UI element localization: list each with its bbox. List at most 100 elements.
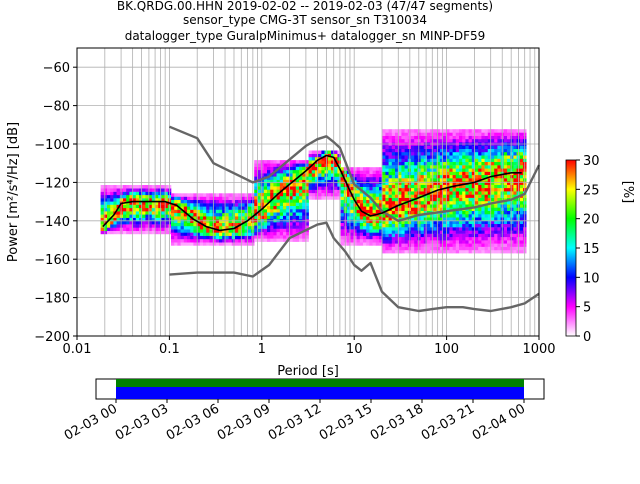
density-cell xyxy=(164,230,169,235)
density-cell xyxy=(110,230,114,235)
density-cell xyxy=(375,196,380,200)
density-cell xyxy=(478,171,482,176)
density-cell xyxy=(260,235,265,239)
density-cell xyxy=(187,199,191,204)
density-cell xyxy=(510,207,514,211)
density-cell xyxy=(315,150,319,154)
density-cell xyxy=(318,192,322,197)
density-cell xyxy=(510,233,514,238)
density-cell xyxy=(401,178,405,182)
density-cell xyxy=(487,214,492,218)
density-cell xyxy=(468,236,473,241)
timeline-tick-label: 02-03 06 xyxy=(164,401,222,443)
density-cell xyxy=(427,165,431,169)
density-cell xyxy=(423,174,428,179)
density-cell xyxy=(433,233,437,238)
density-cell xyxy=(369,203,373,207)
density-cell xyxy=(347,177,351,181)
density-cell xyxy=(363,232,367,236)
density-cell xyxy=(484,217,489,221)
density-cell xyxy=(267,225,271,229)
density-cell xyxy=(356,225,361,230)
density-cell xyxy=(356,180,361,184)
density-cell xyxy=(411,217,415,221)
density-cell xyxy=(375,199,380,204)
density-cell xyxy=(318,153,322,158)
density-cell xyxy=(129,191,133,196)
density-cell xyxy=(321,186,325,190)
density-cell xyxy=(254,173,258,177)
density-cell xyxy=(270,199,274,203)
density-cell xyxy=(359,212,364,217)
density-cell xyxy=(519,227,524,231)
density-cell xyxy=(404,152,409,156)
density-cell xyxy=(372,203,377,207)
density-cell xyxy=(231,212,236,217)
density-cell xyxy=(433,207,437,211)
density-cell xyxy=(420,207,425,211)
density-cell xyxy=(356,232,361,236)
density-cell xyxy=(180,239,185,243)
density-cell xyxy=(187,225,191,230)
density-cell xyxy=(462,155,466,159)
density-cell xyxy=(465,230,469,234)
density-cell xyxy=(507,210,511,215)
density-cell xyxy=(366,183,370,187)
density-cell xyxy=(308,153,313,158)
density-cell xyxy=(257,169,261,174)
density-cell xyxy=(177,193,181,197)
density-cell xyxy=(455,178,460,182)
density-cell xyxy=(503,220,508,224)
chart-title-line2: sensor_type CMG-3T sensor_sn T310034 xyxy=(183,13,427,27)
density-cell xyxy=(318,150,322,154)
density-cell xyxy=(436,240,441,244)
density-cell xyxy=(203,222,207,227)
density-cell xyxy=(235,229,239,233)
density-cell xyxy=(423,217,428,221)
density-cell xyxy=(484,233,489,238)
density-cell xyxy=(465,171,469,176)
density-cell xyxy=(411,184,415,189)
density-cell xyxy=(484,129,489,133)
density-cell xyxy=(273,163,277,167)
density-cell xyxy=(427,197,431,202)
density-cell xyxy=(398,138,402,143)
density-cell xyxy=(100,185,105,189)
density-cell xyxy=(359,183,364,187)
density-cell xyxy=(427,184,431,189)
density-cell xyxy=(478,132,482,136)
density-cell xyxy=(398,187,402,192)
density-cell xyxy=(494,236,498,241)
density-cell xyxy=(337,176,341,181)
density-cell xyxy=(385,181,389,185)
density-cell xyxy=(503,207,508,211)
density-cell xyxy=(327,163,332,167)
density-cell xyxy=(295,160,300,164)
density-cell xyxy=(510,191,514,195)
density-cell xyxy=(414,161,418,166)
density-cell xyxy=(382,181,386,185)
density-cell xyxy=(404,158,409,162)
density-cell xyxy=(414,210,418,215)
density-cell xyxy=(193,199,197,204)
density-cell xyxy=(519,249,524,254)
density-cell xyxy=(321,157,325,161)
density-cell xyxy=(113,217,117,222)
density-cell xyxy=(270,182,274,187)
density-cell xyxy=(283,228,287,233)
density-cell xyxy=(449,236,453,241)
density-cell xyxy=(497,217,501,221)
density-cell xyxy=(318,160,322,164)
y-tick-label: −80 xyxy=(43,100,70,115)
density-cell xyxy=(481,191,485,195)
density-cell xyxy=(519,197,524,202)
density-cell xyxy=(372,222,377,227)
density-cell xyxy=(267,166,271,171)
density-cell xyxy=(465,214,469,218)
density-cell xyxy=(494,191,498,195)
density-cell xyxy=(215,216,220,220)
density-cell xyxy=(420,191,425,195)
density-cell xyxy=(484,201,489,205)
density-cell xyxy=(219,232,223,236)
density-cell xyxy=(468,217,473,221)
